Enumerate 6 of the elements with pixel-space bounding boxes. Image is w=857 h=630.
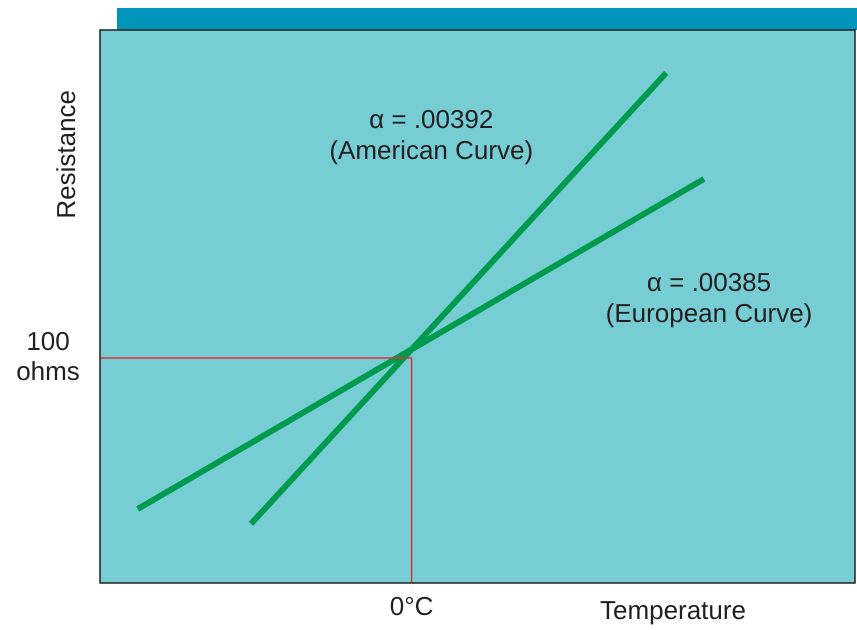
ref-line-label: 100 ohms: [16, 326, 80, 386]
y-axis-title: Resistance: [51, 90, 82, 219]
text: 0°C: [390, 591, 434, 622]
series-label: α = .00392 (American Curve): [329, 104, 534, 166]
x-axis-title: Temperature: [600, 595, 746, 626]
series-label: α = .00385 (European Curve): [606, 267, 812, 328]
